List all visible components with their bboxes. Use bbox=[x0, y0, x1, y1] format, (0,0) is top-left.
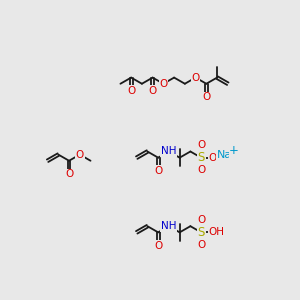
Text: O: O bbox=[148, 86, 157, 96]
Text: O⁻: O⁻ bbox=[209, 153, 222, 163]
Text: O: O bbox=[197, 239, 205, 250]
Text: O: O bbox=[159, 79, 167, 89]
Text: O: O bbox=[154, 166, 162, 176]
Text: O: O bbox=[76, 150, 84, 160]
Text: +: + bbox=[229, 144, 239, 157]
Text: O: O bbox=[197, 140, 205, 151]
Text: O: O bbox=[154, 241, 162, 251]
Text: OH: OH bbox=[208, 227, 224, 237]
Text: O: O bbox=[202, 92, 211, 102]
Text: Na: Na bbox=[217, 150, 232, 160]
Text: O: O bbox=[197, 165, 205, 175]
Text: NH: NH bbox=[161, 146, 177, 157]
Text: O: O bbox=[197, 215, 205, 225]
Text: S: S bbox=[197, 226, 205, 239]
Text: O: O bbox=[127, 86, 135, 96]
Text: NH: NH bbox=[161, 221, 177, 231]
Text: O: O bbox=[65, 169, 73, 179]
Text: S: S bbox=[197, 151, 205, 164]
Text: O: O bbox=[191, 73, 200, 82]
